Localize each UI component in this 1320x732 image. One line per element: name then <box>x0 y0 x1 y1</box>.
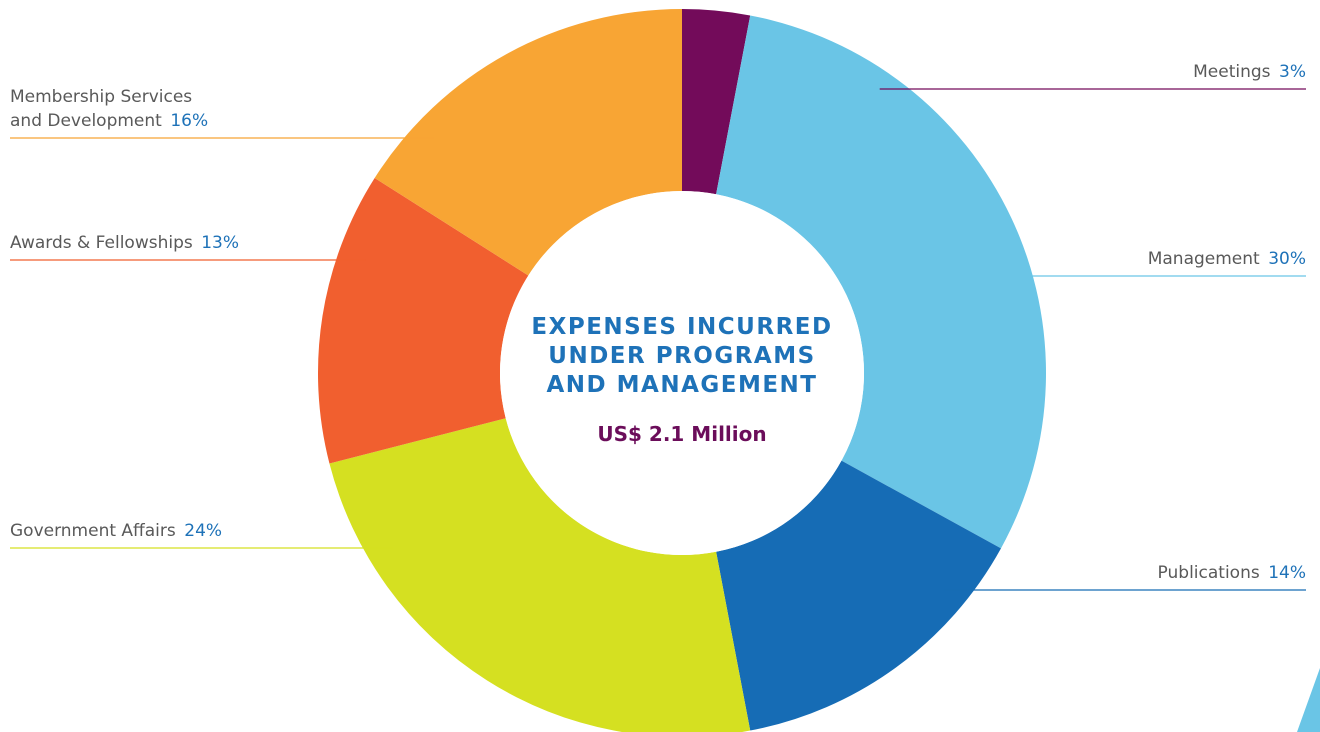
slice-label-text: Awards & Fellowships 13% <box>10 233 239 253</box>
slice-meetings <box>682 9 751 195</box>
center-title-line-3: AND MANAGEMENT <box>546 372 817 398</box>
center-title-line-1: EXPENSES INCURRED <box>531 314 832 340</box>
slice-percentage: 13% <box>193 233 239 253</box>
slice-government-affairs <box>329 418 751 732</box>
slice-label-text: Publications 14% <box>1158 563 1306 583</box>
slice-membership-services <box>374 9 682 276</box>
slice-labels: Meetings 3% Management 30% Publications 14… <box>10 62 1306 591</box>
slice-publications <box>716 460 1001 731</box>
slice-percentage: 30% <box>1260 249 1306 269</box>
slice-label-text: Management 30% <box>1148 249 1306 269</box>
center-title-line-2: UNDER PROGRAMS <box>548 343 815 369</box>
slice-percentage: 16% <box>162 111 208 131</box>
slice-label-text: and Development 16% <box>10 111 208 131</box>
center-total-value: US$ 2.1 Million <box>597 422 766 446</box>
corner-decoration <box>1297 668 1320 732</box>
slice-awards-fellowships <box>318 177 529 464</box>
slice-label-text: Government Affairs 24% <box>10 521 222 541</box>
slice-percentage: 24% <box>176 521 222 541</box>
slice-management <box>716 15 1046 549</box>
slice-percentage: 14% <box>1260 563 1306 583</box>
slice-label-text: Meetings 3% <box>1193 62 1306 82</box>
slice-percentage: 3% <box>1271 62 1306 82</box>
slice-label-text: Membership Services <box>10 87 192 107</box>
donut-hole <box>500 191 864 555</box>
donut-slices <box>318 9 1046 732</box>
